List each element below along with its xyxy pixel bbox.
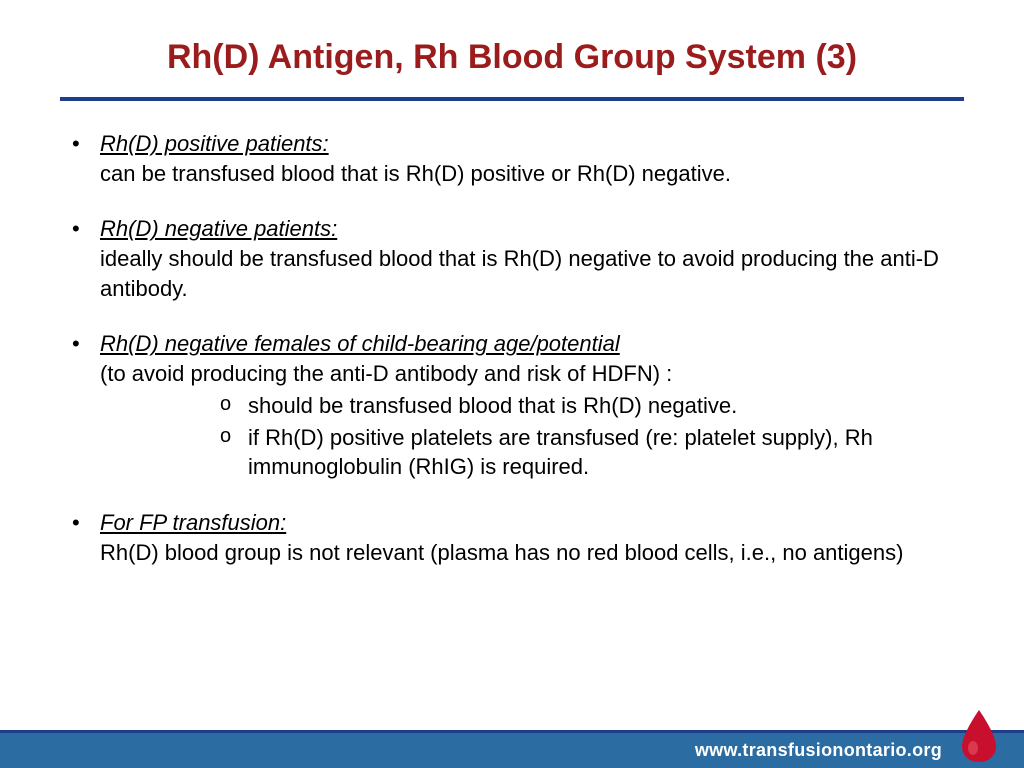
footer: www.transfusionontario.org	[0, 726, 1024, 768]
bullet-lead: For FP transfusion:	[100, 510, 286, 535]
slide: Rh(D) Antigen, Rh Blood Group System (3)…	[0, 0, 1024, 768]
bullet-lead: Rh(D) negative patients:	[100, 216, 337, 241]
bullet-lead: Rh(D) positive patients:	[100, 131, 329, 156]
bullet-body: can be transfused blood that is Rh(D) po…	[100, 159, 964, 189]
bullet-body: Rh(D) blood group is not relevant (plasm…	[100, 538, 964, 568]
footer-url: www.transfusionontario.org	[695, 740, 942, 761]
bullet-list: Rh(D) positive patients: can be transfus…	[66, 129, 964, 567]
sub-bullet-list: should be transfused blood that is Rh(D)…	[100, 391, 964, 482]
sub-bullet-item: should be transfused blood that is Rh(D)…	[220, 391, 964, 421]
bullet-lead: Rh(D) negative females of child-bearing …	[100, 331, 620, 356]
bullet-item: Rh(D) negative females of child-bearing …	[66, 329, 964, 481]
bullet-item: For FP transfusion: Rh(D) blood group is…	[66, 508, 964, 567]
blood-drop-icon	[956, 708, 1002, 764]
sub-bullet-item: if Rh(D) positive platelets are transfus…	[220, 423, 964, 482]
slide-title: Rh(D) Antigen, Rh Blood Group System (3)	[60, 38, 964, 77]
footer-bar: www.transfusionontario.org	[0, 730, 1024, 768]
title-divider	[60, 97, 964, 101]
content-area: Rh(D) positive patients: can be transfus…	[60, 129, 964, 567]
bullet-body: ideally should be transfused blood that …	[100, 244, 964, 303]
bullet-body: (to avoid producing the anti-D antibody …	[100, 359, 964, 389]
bullet-item: Rh(D) positive patients: can be transfus…	[66, 129, 964, 188]
bullet-item: Rh(D) negative patients: ideally should …	[66, 214, 964, 303]
